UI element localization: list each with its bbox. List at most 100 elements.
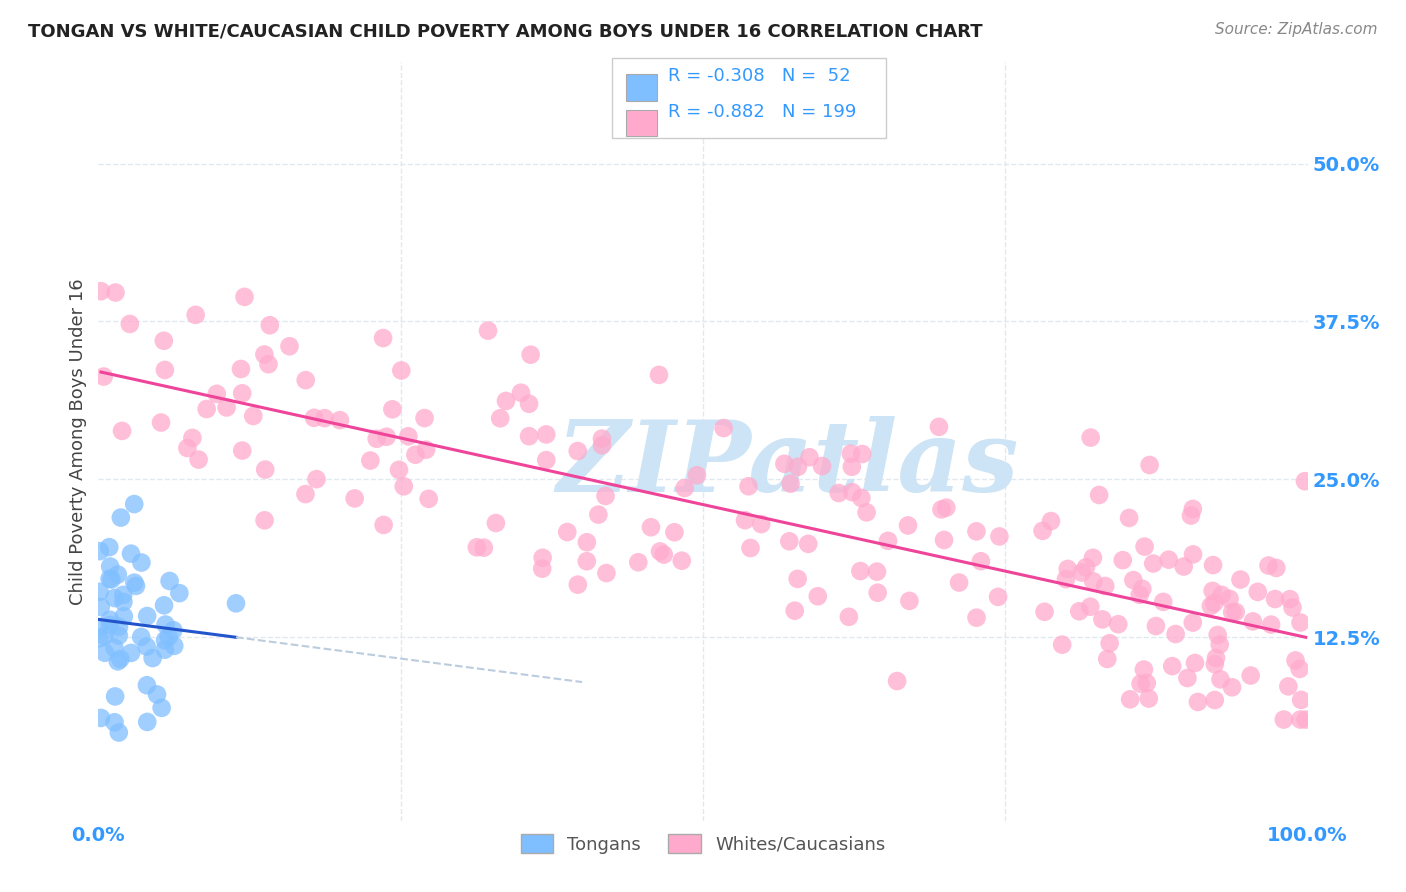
Point xyxy=(366,432,388,446)
Point xyxy=(786,572,808,586)
Point xyxy=(215,401,238,415)
Point xyxy=(163,639,186,653)
Point xyxy=(136,714,159,729)
Point xyxy=(195,402,218,417)
Point xyxy=(877,533,900,548)
Point xyxy=(1184,656,1206,670)
Point xyxy=(120,547,142,561)
Point xyxy=(966,610,988,624)
Point xyxy=(150,701,173,715)
Point xyxy=(1247,585,1270,599)
Point xyxy=(1139,458,1161,472)
Point xyxy=(413,411,436,425)
Point xyxy=(118,317,141,331)
Point xyxy=(1201,583,1223,598)
Point xyxy=(1288,662,1310,676)
Point xyxy=(104,690,127,704)
Point xyxy=(1056,562,1078,576)
Point xyxy=(932,533,955,547)
Point xyxy=(278,339,301,353)
Point xyxy=(112,595,135,609)
Point xyxy=(1074,560,1097,574)
Point xyxy=(90,284,112,298)
Point xyxy=(231,386,253,401)
Point xyxy=(1097,652,1119,666)
Point xyxy=(799,450,821,465)
Point xyxy=(1040,514,1063,528)
Point xyxy=(1070,566,1092,580)
Point xyxy=(142,651,165,665)
Point xyxy=(652,548,675,562)
Point xyxy=(181,431,204,445)
Point xyxy=(1119,692,1142,706)
Point xyxy=(136,609,159,624)
Point xyxy=(381,402,404,417)
Point xyxy=(1142,557,1164,571)
Point xyxy=(90,711,112,725)
Point xyxy=(1136,676,1159,690)
Point xyxy=(253,513,276,527)
Point xyxy=(162,624,184,638)
Point xyxy=(591,432,613,446)
Point xyxy=(1033,605,1056,619)
Point xyxy=(489,411,512,425)
Point xyxy=(103,715,125,730)
Point xyxy=(970,554,993,568)
Point xyxy=(855,505,877,519)
Point xyxy=(851,447,873,461)
Point xyxy=(1208,638,1230,652)
Point xyxy=(98,618,121,632)
Point xyxy=(93,629,115,643)
Point xyxy=(94,646,117,660)
Point xyxy=(686,468,709,483)
Point xyxy=(305,472,328,486)
Point xyxy=(98,613,121,627)
Point xyxy=(1032,524,1054,538)
Point xyxy=(150,416,173,430)
Point xyxy=(536,453,558,467)
Point xyxy=(1204,596,1226,610)
Point xyxy=(1289,713,1312,727)
Point xyxy=(155,617,177,632)
Point xyxy=(1177,671,1199,685)
Point xyxy=(1137,691,1160,706)
Point xyxy=(1240,668,1263,682)
Point xyxy=(1069,604,1091,618)
Point xyxy=(1294,474,1316,488)
Point xyxy=(1080,431,1102,445)
Point xyxy=(1220,681,1243,695)
Point xyxy=(418,491,440,506)
Point xyxy=(111,424,134,438)
Point xyxy=(517,429,540,443)
Point xyxy=(343,491,366,506)
Point xyxy=(477,324,499,338)
Point xyxy=(898,594,921,608)
Point xyxy=(1272,713,1295,727)
Point xyxy=(103,591,125,605)
Point xyxy=(302,410,325,425)
Point xyxy=(472,541,495,555)
Point xyxy=(1199,599,1222,613)
Point xyxy=(135,678,157,692)
Point xyxy=(495,393,517,408)
Point xyxy=(485,516,508,530)
Point xyxy=(225,596,247,610)
Point xyxy=(107,567,129,582)
Text: R = -0.308   N =  52: R = -0.308 N = 52 xyxy=(668,67,851,85)
Point xyxy=(671,554,693,568)
Point xyxy=(184,308,207,322)
Point xyxy=(1278,592,1301,607)
Point xyxy=(886,674,908,689)
Point xyxy=(153,363,176,377)
Point xyxy=(1180,508,1202,523)
Point xyxy=(159,574,181,588)
Point xyxy=(534,427,557,442)
Point xyxy=(104,285,127,300)
Point xyxy=(110,510,132,524)
Point xyxy=(1164,627,1187,641)
Point xyxy=(841,485,863,500)
Point xyxy=(1289,693,1312,707)
Point xyxy=(1181,502,1204,516)
Point xyxy=(839,447,862,461)
Point xyxy=(124,575,146,590)
